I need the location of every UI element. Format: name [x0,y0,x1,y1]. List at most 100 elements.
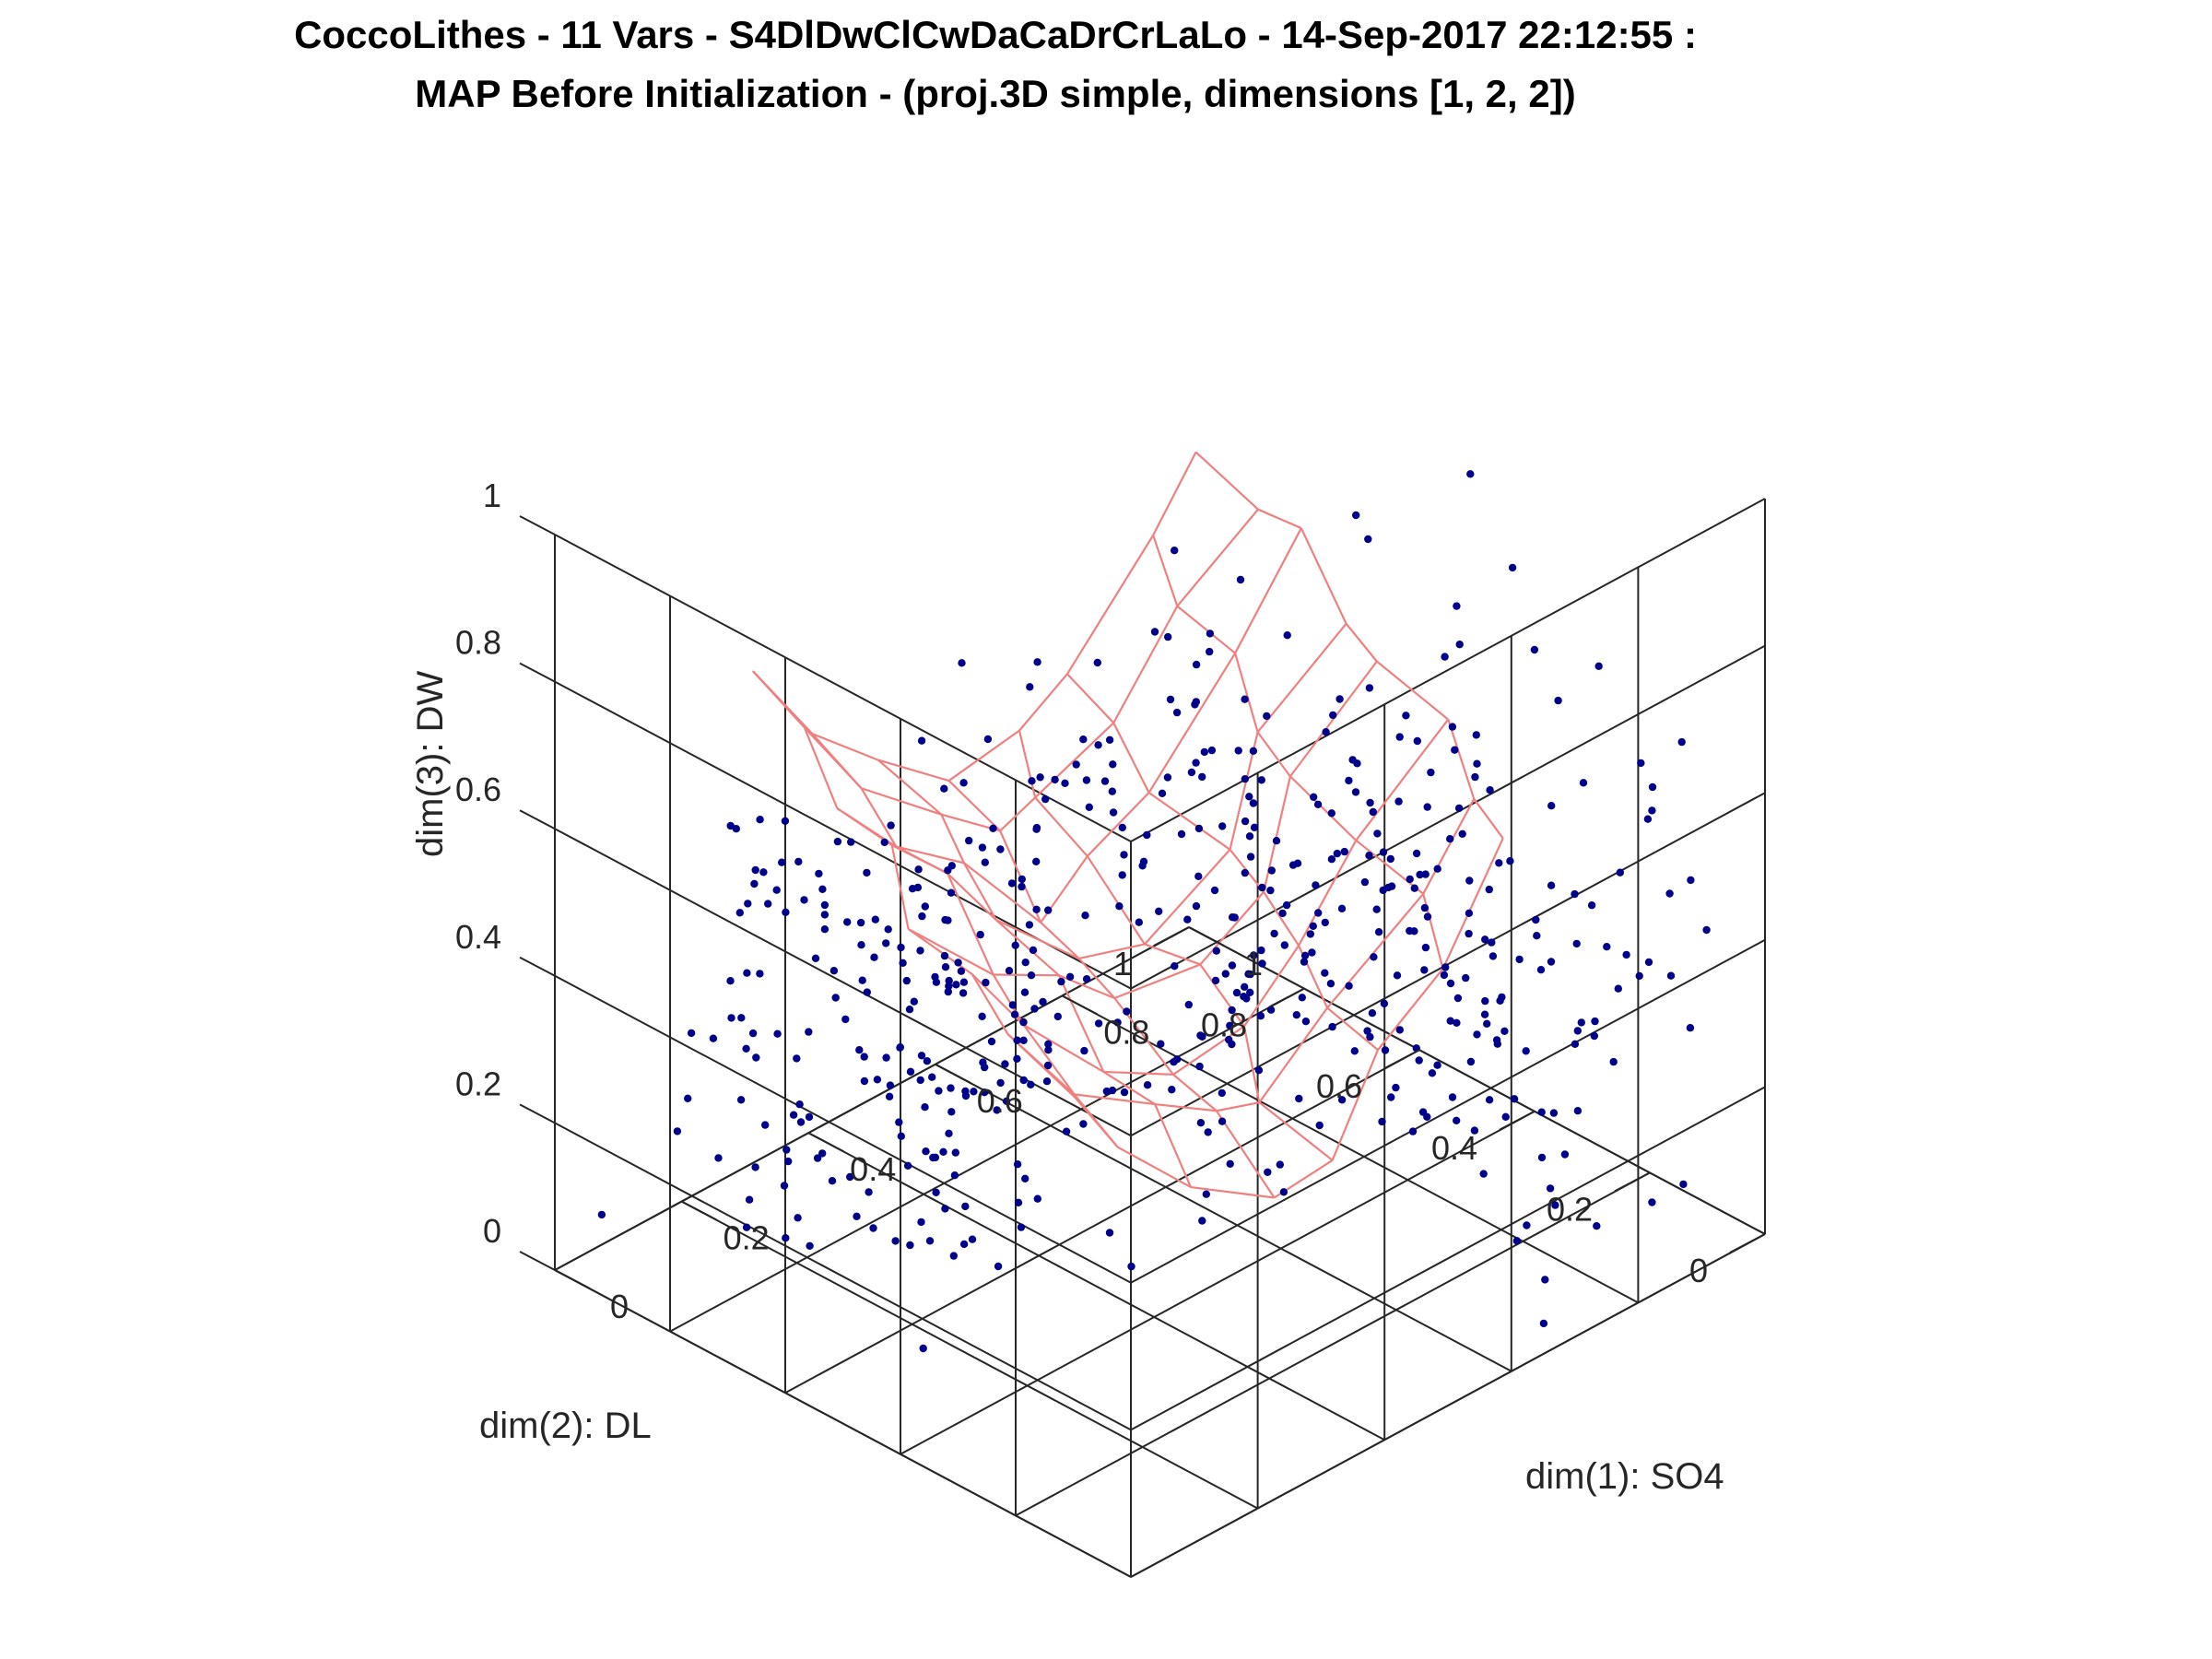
data-point [811,954,820,963]
data-point [684,1094,692,1103]
data-point [1123,1007,1131,1016]
data-point [709,1034,718,1042]
map-edge [890,844,910,930]
data-point [1644,958,1653,967]
data-point [951,1148,960,1157]
data-point [1025,921,1034,929]
data-point [1241,982,1249,992]
data-point [1021,959,1030,967]
data-point [1270,929,1278,938]
y-tick-label: 0.8 [1201,1006,1247,1044]
map-edge [1176,508,1259,607]
data-point [1530,645,1539,654]
data-point [1481,996,1489,1006]
data-point [970,1088,978,1096]
y-tick-label: 1 [1113,945,1132,982]
data-point [1013,1054,1021,1064]
data-point [1441,653,1449,661]
data-point [1044,1046,1053,1054]
y-tick [1153,926,1190,947]
data-point [1221,970,1230,978]
data-point [1500,1027,1509,1036]
data-point [1473,759,1481,768]
data-point [869,1224,877,1232]
data-point [1515,955,1524,964]
data-point [996,845,1005,853]
data-point [1392,1083,1400,1092]
data-point [1245,793,1253,801]
data-point [983,735,993,744]
data-point [1027,1080,1035,1089]
data-point [1036,773,1044,782]
y-tick [1729,1233,1766,1253]
map-edge [1234,527,1302,654]
data-point [906,1067,915,1077]
data-point [1241,817,1250,826]
data-point [750,879,759,888]
wall-x0-grid-line-horizontal [554,534,1132,842]
map-edge [1376,660,1449,721]
wall-y0-grid-line-horizontal [1130,498,1766,842]
data-point [1372,905,1381,913]
data-point [1428,1069,1437,1077]
data-point [1002,1097,1011,1106]
data-point [841,1015,850,1024]
map-edge [1073,1093,1119,1148]
data-point [1395,733,1404,741]
data-point [1635,971,1643,981]
data-point [1254,1066,1264,1075]
data-point [1587,901,1596,910]
data-point [1360,877,1370,887]
data-point [885,1092,894,1101]
data-point [1135,918,1144,926]
data-point [1210,886,1219,895]
x-tick [681,1200,718,1221]
data-point [947,1084,955,1092]
data-point [1044,906,1053,914]
data-point [1200,747,1209,757]
data-point [1258,883,1266,892]
data-point [794,1214,802,1222]
data-point [858,976,866,984]
data-point [1573,1107,1583,1115]
chart-title-line-2: MAP Before Initialization - (proj.3D sim… [415,72,1575,115]
map-edge [1034,722,1114,799]
data-point [1065,972,1075,982]
map-edge [1086,792,1150,857]
x-tick [1061,994,1098,1016]
data-point [910,997,918,1006]
data-point [917,736,926,745]
x-tick-label: 0 [610,1288,629,1325]
data-point [923,1057,932,1065]
floor-grid-line-x [681,1200,1259,1510]
data-point [1113,1018,1122,1027]
map-edge [877,759,943,816]
map-edge [1022,1024,1076,1096]
data-point [1648,782,1657,792]
data-point [1018,875,1027,884]
data-point [1306,930,1315,938]
data-point [1184,1000,1194,1009]
data-point [1019,1076,1028,1085]
map-edge [1263,776,1291,892]
data-point [918,912,926,921]
chart-title-line-1: CoccoLithes - 11 Vars - S4DlDwClCwDaCaDr… [294,13,1697,56]
data-point [961,1087,970,1096]
data-point [1378,1117,1386,1126]
data-point [1473,1030,1481,1039]
data-point [932,978,941,986]
data-point [863,988,871,996]
data-point [1368,1009,1377,1018]
data-point [1666,971,1676,980]
data-point [1051,775,1059,784]
data-point [1508,563,1517,572]
data-point [751,865,759,875]
data-point [1120,1088,1129,1097]
map-edge [908,927,994,976]
y-axis-line [554,926,1190,1271]
data-point [1648,1198,1656,1206]
back-grid [554,498,1766,1578]
data-point [1272,837,1281,845]
map-edge [1331,1049,1379,1161]
data-point [895,1118,903,1126]
